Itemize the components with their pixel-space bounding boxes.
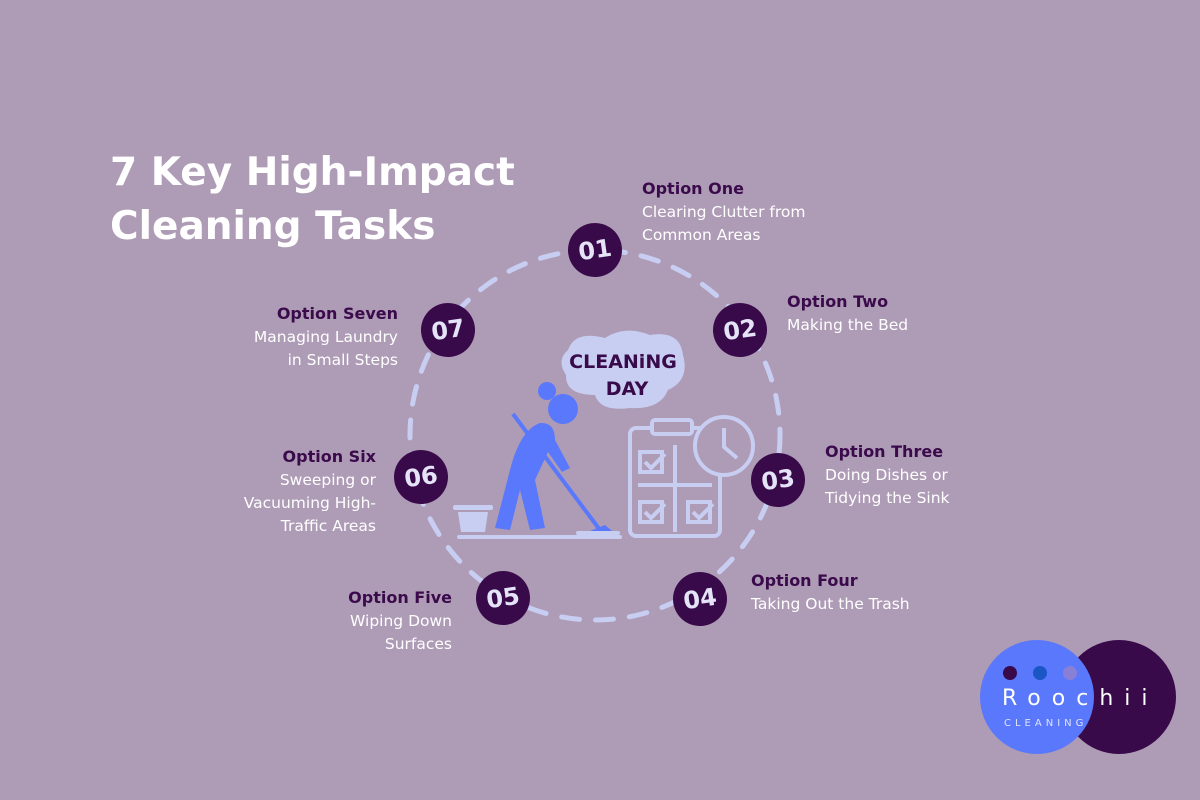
option-desc: in Small Steps <box>287 351 398 369</box>
option-desc: Doing Dishes or <box>825 466 948 484</box>
option-desc: Sweeping or <box>279 471 376 489</box>
option-one: Option One Clearing Clutter from Common … <box>642 177 902 247</box>
option-title: Option Five <box>348 588 452 607</box>
logo-name: Roochii <box>1002 686 1159 711</box>
option-desc: Vacuuming High- <box>243 494 376 512</box>
checklist-clock-icon <box>628 415 755 538</box>
dashed-cycle-ring <box>407 247 783 623</box>
option-title: Option Seven <box>276 304 398 323</box>
option-desc: Managing Laundry <box>253 328 398 346</box>
page-title: 7 Key High-Impact Cleaning Tasks <box>110 146 515 254</box>
option-three: Option Three Doing Dishes or Tidying the… <box>825 440 1085 510</box>
option-desc: Taking Out the Trash <box>751 595 910 613</box>
option-title: Option One <box>642 179 744 198</box>
roochii-logo: Roochii CLEANING <box>980 640 1180 760</box>
option-title: Option Three <box>825 442 944 461</box>
option-desc: Wiping Down <box>350 612 452 630</box>
logo-dot <box>1063 666 1077 680</box>
bucket-icon <box>453 505 493 532</box>
option-four: Option Four Taking Out the Trash <box>751 569 1011 616</box>
option-desc: Clearing Clutter from <box>642 203 806 221</box>
option-desc: Common Areas <box>642 226 761 244</box>
option-seven: Option Seven Managing Laundry in Small S… <box>138 302 398 372</box>
option-desc: Surfaces <box>384 635 452 653</box>
option-desc: Making the Bed <box>787 316 909 334</box>
logo-dot <box>1033 666 1047 680</box>
floor-line <box>457 535 622 539</box>
logo-subtitle: CLEANING <box>1004 718 1088 729</box>
logo-dot <box>1003 666 1017 680</box>
title-line-2: Cleaning Tasks <box>110 204 436 249</box>
option-desc: Tidying the Sink <box>825 489 950 507</box>
option-desc: Traffic Areas <box>280 517 376 535</box>
option-title: Option Two <box>787 292 889 311</box>
option-title: Option Six <box>282 447 376 466</box>
option-six: Option Six Sweeping or Vacuuming High- T… <box>116 445 376 538</box>
person-mopping-icon <box>495 382 612 532</box>
bubble-text-2: DAY <box>606 378 649 400</box>
logo-circle-blue <box>980 640 1094 754</box>
option-title: Option Four <box>751 571 858 590</box>
title-line-1: 7 Key High-Impact <box>110 150 515 195</box>
bubble-text-1: CLEANiNG <box>569 351 677 373</box>
option-two: Option Two Making the Bed <box>787 290 1047 337</box>
cleaning-day-bubble: CLEANiNG DAY <box>561 330 685 409</box>
option-five: Option Five Wiping Down Surfaces <box>192 586 452 656</box>
